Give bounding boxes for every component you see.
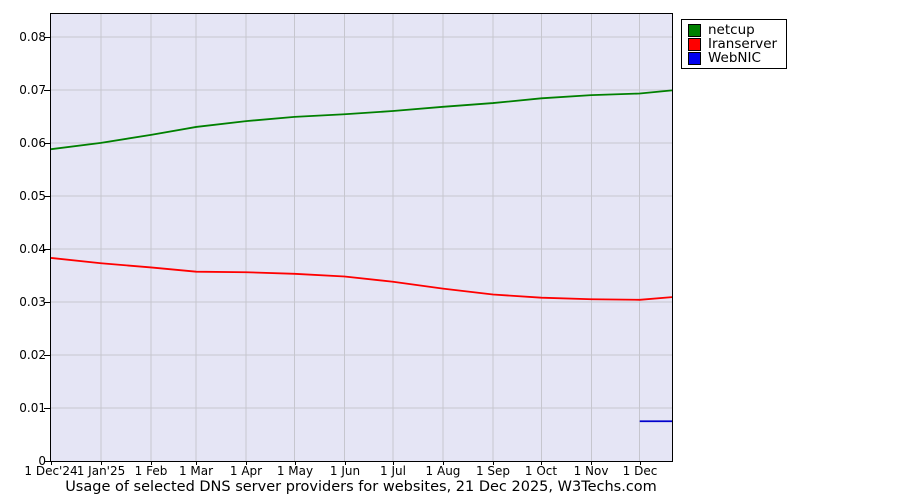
webnic-color-swatch [688, 51, 701, 65]
y-tick-label: 0.05 [19, 189, 46, 203]
y-tick-label: 0.07 [19, 83, 46, 97]
legend-item-webnic: WebNIC [688, 51, 777, 65]
legend-box: netcup Iranserver WebNIC [681, 19, 788, 69]
y-tick-mark [44, 461, 51, 462]
y-tick-label: 0.08 [19, 30, 46, 44]
netcup-color-swatch [688, 23, 701, 37]
x-tick-mark [101, 461, 102, 465]
y-tick-label: 0.01 [19, 401, 46, 415]
y-tick-mark [44, 408, 51, 409]
x-tick-mark [493, 461, 494, 465]
y-tick-label: 0.04 [19, 242, 46, 256]
y-tick-mark [44, 355, 51, 356]
x-tick-mark [345, 461, 346, 465]
y-tick-label: 0.03 [19, 295, 46, 309]
series-line-netcup [51, 89, 672, 151]
x-tick-mark [295, 461, 296, 465]
y-tick-mark [44, 143, 51, 144]
y-tick-mark [44, 196, 51, 197]
x-tick-label: 1 Sep [475, 464, 511, 478]
x-tick-label: 1 Dec [622, 464, 658, 478]
x-tick-label: 1 Jun [329, 464, 361, 478]
y-tick-label: 0 [38, 454, 46, 468]
x-tick-mark [51, 461, 52, 465]
plot-area [50, 13, 673, 462]
x-tick-label: 1 Jan'25 [76, 464, 126, 478]
y-tick-mark [44, 37, 51, 38]
x-tick-label: 1 Nov [573, 464, 609, 478]
x-tick-mark [640, 461, 641, 465]
x-tick-label: 1 Mar [178, 464, 214, 478]
y-tick-label: 0.02 [19, 348, 46, 362]
y-tick-mark [44, 302, 51, 303]
y-tick-mark [44, 249, 51, 250]
x-tick-label: 1 Oct [524, 464, 558, 478]
x-tick-mark [393, 461, 394, 465]
x-tick-label: 1 Apr [229, 464, 263, 478]
x-tick-mark [443, 461, 444, 465]
chart-caption: Usage of selected DNS server providers f… [65, 479, 657, 495]
x-tick-label: 1 Jul [380, 464, 406, 478]
x-tick-label: 1 May [276, 464, 314, 478]
legend-item-netcup: netcup [688, 23, 777, 37]
x-tick-mark [246, 461, 247, 465]
legend-item-iranserver: Iranserver [688, 37, 777, 51]
legend-label: Iranserver [708, 36, 778, 52]
x-tick-label: 1 Dec'24 [24, 464, 78, 478]
x-tick-mark [541, 461, 542, 465]
legend-label: netcup [708, 22, 755, 38]
x-tick-mark [196, 461, 197, 465]
x-tick-mark [151, 461, 152, 465]
y-tick-label: 0.06 [19, 136, 46, 150]
x-tick-label: 1 Feb [134, 464, 168, 478]
x-tick-mark [591, 461, 592, 465]
legend-label: WebNIC [708, 50, 761, 66]
iranserver-color-swatch [688, 37, 701, 51]
chart-canvas [51, 14, 672, 461]
y-tick-mark [44, 90, 51, 91]
x-tick-label: 1 Aug [425, 464, 461, 478]
series-line-iranserver [51, 257, 672, 301]
